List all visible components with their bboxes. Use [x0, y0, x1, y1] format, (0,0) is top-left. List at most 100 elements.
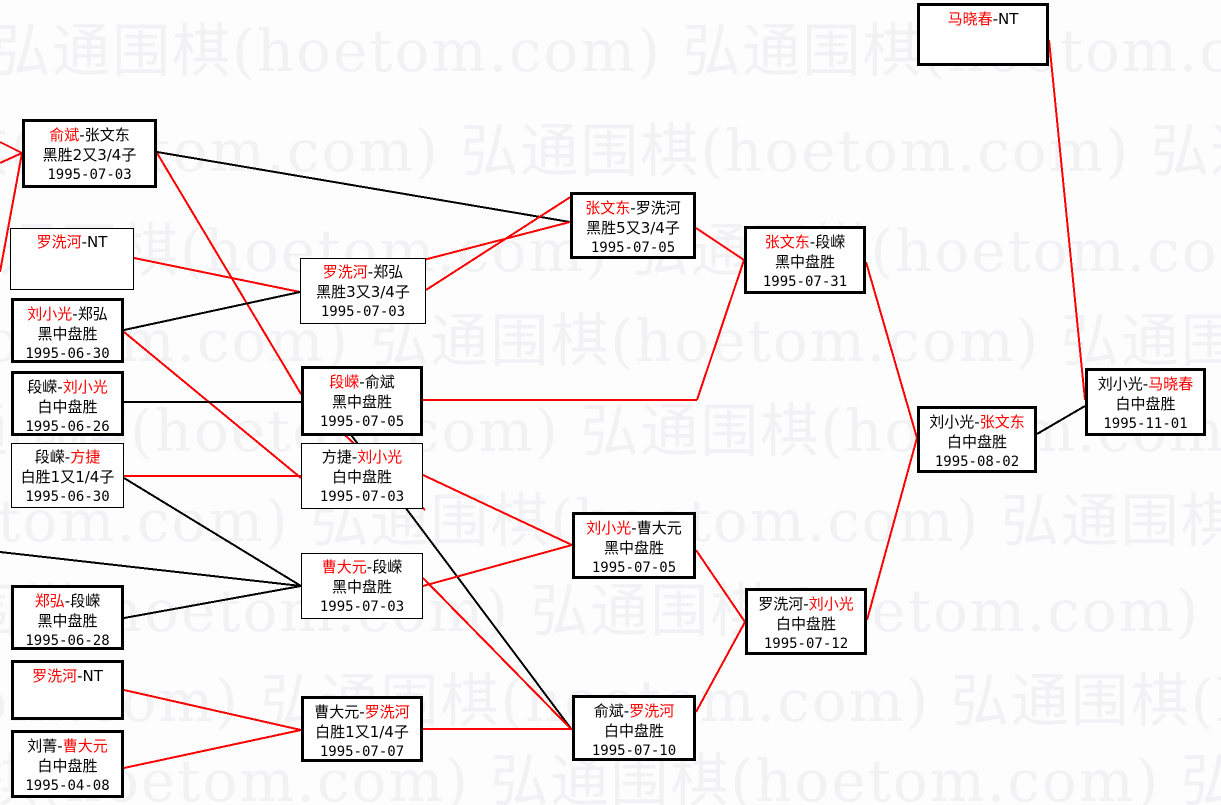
match-result: 白中盘胜: [37, 757, 98, 775]
edge-duanrong-fangjie-to-caodayuan-duanrong: [123, 477, 302, 587]
player-right[interactable]: NT: [998, 10, 1019, 28]
match-result: 白中盘胜: [37, 398, 98, 416]
player-left[interactable]: 曹大元: [314, 703, 360, 721]
player-left[interactable]: 刘小光: [1097, 375, 1143, 393]
player-separator: -: [366, 558, 373, 576]
match-date: 1995-07-05: [591, 560, 677, 576]
match-box-luoxihe-nt-upper[interactable]: 罗洗河-NT: [10, 228, 134, 290]
match-players: 刘小光-张文东: [920, 412, 1034, 432]
player-left[interactable]: 段嵘: [27, 378, 58, 396]
match-box-caodayuan-luoxihe[interactable]: 曹大元-罗洗河白胜1又1/4子 1995-07-07: [301, 696, 423, 762]
player-right[interactable]: 张文东: [84, 126, 130, 144]
player-left[interactable]: 刘菁: [27, 737, 58, 755]
player-right[interactable]: 俞斌: [364, 373, 395, 391]
player-right[interactable]: 罗洗河: [635, 199, 681, 217]
match-box-liuxiaoguang-zhangwendong[interactable]: 刘小光-张文东 白中盘胜 1995-08-02: [917, 406, 1037, 473]
match-date: 1995-06-30: [25, 346, 110, 362]
match-box-ma-xiaochun-nt[interactable]: 马晓春-NT: [917, 3, 1049, 66]
match-box-yubin-zhangwendong[interactable]: 俞斌-张文东 黑胜2又3/4子 1995-07-03: [22, 119, 157, 188]
player-right[interactable]: 刘小光: [357, 448, 403, 466]
edge-liuxiaoguang-caodayuan-to-luoxihe-liuxiaoguang: [695, 549, 746, 623]
player-right[interactable]: 段嵘: [815, 233, 846, 251]
player-left[interactable]: 刘小光: [27, 305, 73, 323]
edge-zhenghong-duanrong-to-caodayuan-duanrong: [123, 585, 302, 619]
player-left[interactable]: 方捷: [321, 448, 352, 466]
match-result: 白胜1又1/4子: [315, 723, 409, 741]
match-players: 刘小光-郑弘: [14, 304, 121, 324]
edge-offscreen-to-yubin-a: [0, 141, 23, 154]
player-right[interactable]: 曹大元: [62, 737, 108, 755]
match-result: 白中盘胜: [603, 722, 664, 740]
match-date: 1995-06-30: [25, 489, 110, 505]
player-separator: -: [1142, 375, 1149, 393]
player-left[interactable]: 段嵘: [34, 448, 65, 466]
player-separator: -: [359, 703, 365, 721]
player-left[interactable]: 刘小光: [586, 519, 632, 537]
player-left[interactable]: 刘小光: [929, 413, 975, 431]
player-right[interactable]: NT: [87, 233, 108, 251]
player-right[interactable]: 刘小光: [62, 378, 108, 396]
match-box-duanrong-fangjie[interactable]: 段嵘-方捷 白胜1又1/4子 1995-06-30: [11, 443, 124, 508]
player-right[interactable]: 段嵘: [372, 558, 403, 576]
player-right[interactable]: 罗洗河: [364, 703, 410, 721]
match-date: 1995-07-12: [763, 636, 849, 652]
match-players: 罗洗河-刘小光: [748, 594, 864, 614]
match-result: 白中盘胜: [1115, 395, 1176, 413]
edge-zhangwendong-duanrong-to-final4: [865, 261, 918, 439]
player-right[interactable]: 方捷: [70, 448, 101, 466]
match-players: 方捷-刘小光: [302, 447, 422, 467]
match-players: 俞斌-张文东: [25, 125, 154, 145]
player-right[interactable]: 马晓春: [1148, 375, 1194, 393]
edge-zhangwendong-luoxihe-to-zhangwendong-duanrong: [695, 227, 745, 261]
edge-caodayuan-duanrong-to-right-down: [422, 577, 573, 731]
match-box-liuxiaoguang-maxiaochun[interactable]: 刘小光-马晓春白中盘胜 1995-11-01: [1085, 368, 1206, 436]
match-result: 黑中盘胜: [331, 393, 392, 411]
player-left[interactable]: 张文东: [585, 199, 631, 217]
player-right[interactable]: 张文东: [979, 413, 1025, 431]
player-left[interactable]: 段嵘: [329, 373, 360, 391]
match-box-yubin-luoxihe[interactable]: 俞斌-罗洗河 白中盘胜 1995-07-10: [572, 695, 696, 761]
match-box-caodayuan-duanrong[interactable]: 曹大元-段嵘 黑中盘胜 1995-07-03: [301, 553, 423, 619]
match-box-luoxihe-liuxiaoguang[interactable]: 罗洗河-刘小光 白中盘胜 1995-07-12: [745, 588, 867, 655]
player-right[interactable]: 郑弘: [373, 263, 404, 281]
match-box-liuxiaoguang-caodayuan[interactable]: 刘小光-曹大元 黑中盘胜 1995-07-05: [572, 512, 696, 579]
match-result: 黑胜3又3/4子: [316, 283, 410, 301]
match-result: 黑中盘胜: [37, 325, 98, 343]
player-left[interactable]: 马晓春: [947, 10, 993, 28]
match-players: 罗洗河-NT: [11, 232, 133, 252]
player-left[interactable]: 罗洗河: [322, 263, 368, 281]
player-left[interactable]: 俞斌: [593, 702, 624, 720]
edge-yubin-to-zhangwendong-luoxihe: [156, 151, 571, 223]
player-right[interactable]: 刘小光: [808, 595, 854, 613]
match-box-fangjie-liuxiaoguang[interactable]: 方捷-刘小光 白中盘胜 1995-07-03: [301, 443, 423, 509]
player-right[interactable]: 曹大元: [636, 519, 682, 537]
match-box-liujing-caodayuan[interactable]: 刘菁-曹大元 白中盘胜 1995-04-08: [11, 730, 124, 798]
player-left[interactable]: 罗洗河: [32, 667, 78, 685]
match-date: 1995-07-07: [319, 744, 405, 760]
player-right[interactable]: 罗洗河: [629, 702, 675, 720]
match-players: 段嵘-刘小光: [14, 377, 121, 397]
match-box-zhenghong-duanrong[interactable]: 郑弘-段嵘 黑中盘胜 1995-06-28: [11, 585, 124, 650]
player-left[interactable]: 罗洗河: [758, 595, 804, 613]
player-separator: -: [57, 378, 63, 396]
player-right[interactable]: NT: [82, 667, 103, 685]
match-box-zhangwendong-luoxihe[interactable]: 张文东-罗洗河 黑胜5又3/4子 1995-07-05: [570, 192, 696, 259]
edge-offscreen-to-caodayuan-duanrong: [0, 551, 302, 587]
player-left[interactable]: 俞斌: [49, 126, 80, 144]
player-right[interactable]: 段嵘: [70, 592, 101, 610]
player-right[interactable]: 郑弘: [77, 305, 108, 323]
player-left[interactable]: 曹大元: [321, 558, 367, 576]
match-box-luoxihe-zhenghong[interactable]: 罗洗河-郑弘 黑胜3又3/4子 1995-07-03: [300, 258, 426, 324]
match-box-liuxiaoguang-zhenghong[interactable]: 刘小光-郑弘 黑中盘胜 1995-06-30: [11, 298, 124, 363]
player-left[interactable]: 张文东: [764, 233, 810, 251]
match-players: 罗洗河-NT: [14, 666, 121, 686]
match-box-duanrong-yubin[interactable]: 段嵘-俞斌 黑中盘胜 1995-07-05: [301, 366, 423, 436]
match-box-duanrong-liuxiaoguang[interactable]: 段嵘-刘小光 白中盘胜 1995-06-26: [11, 371, 124, 436]
match-date: 1995-11-01: [1103, 416, 1188, 432]
edge-luoxihe-liuxiaoguang-to-final4: [866, 437, 918, 621]
player-separator: -: [623, 702, 630, 720]
match-box-luoxihe-nt-lower[interactable]: 罗洗河-NT: [11, 660, 124, 720]
player-left[interactable]: 郑弘: [34, 592, 65, 610]
match-box-zhangwendong-duanrong[interactable]: 张文东-段嵘 黑中盘胜 1995-07-31: [744, 226, 866, 294]
player-left[interactable]: 罗洗河: [36, 233, 82, 251]
